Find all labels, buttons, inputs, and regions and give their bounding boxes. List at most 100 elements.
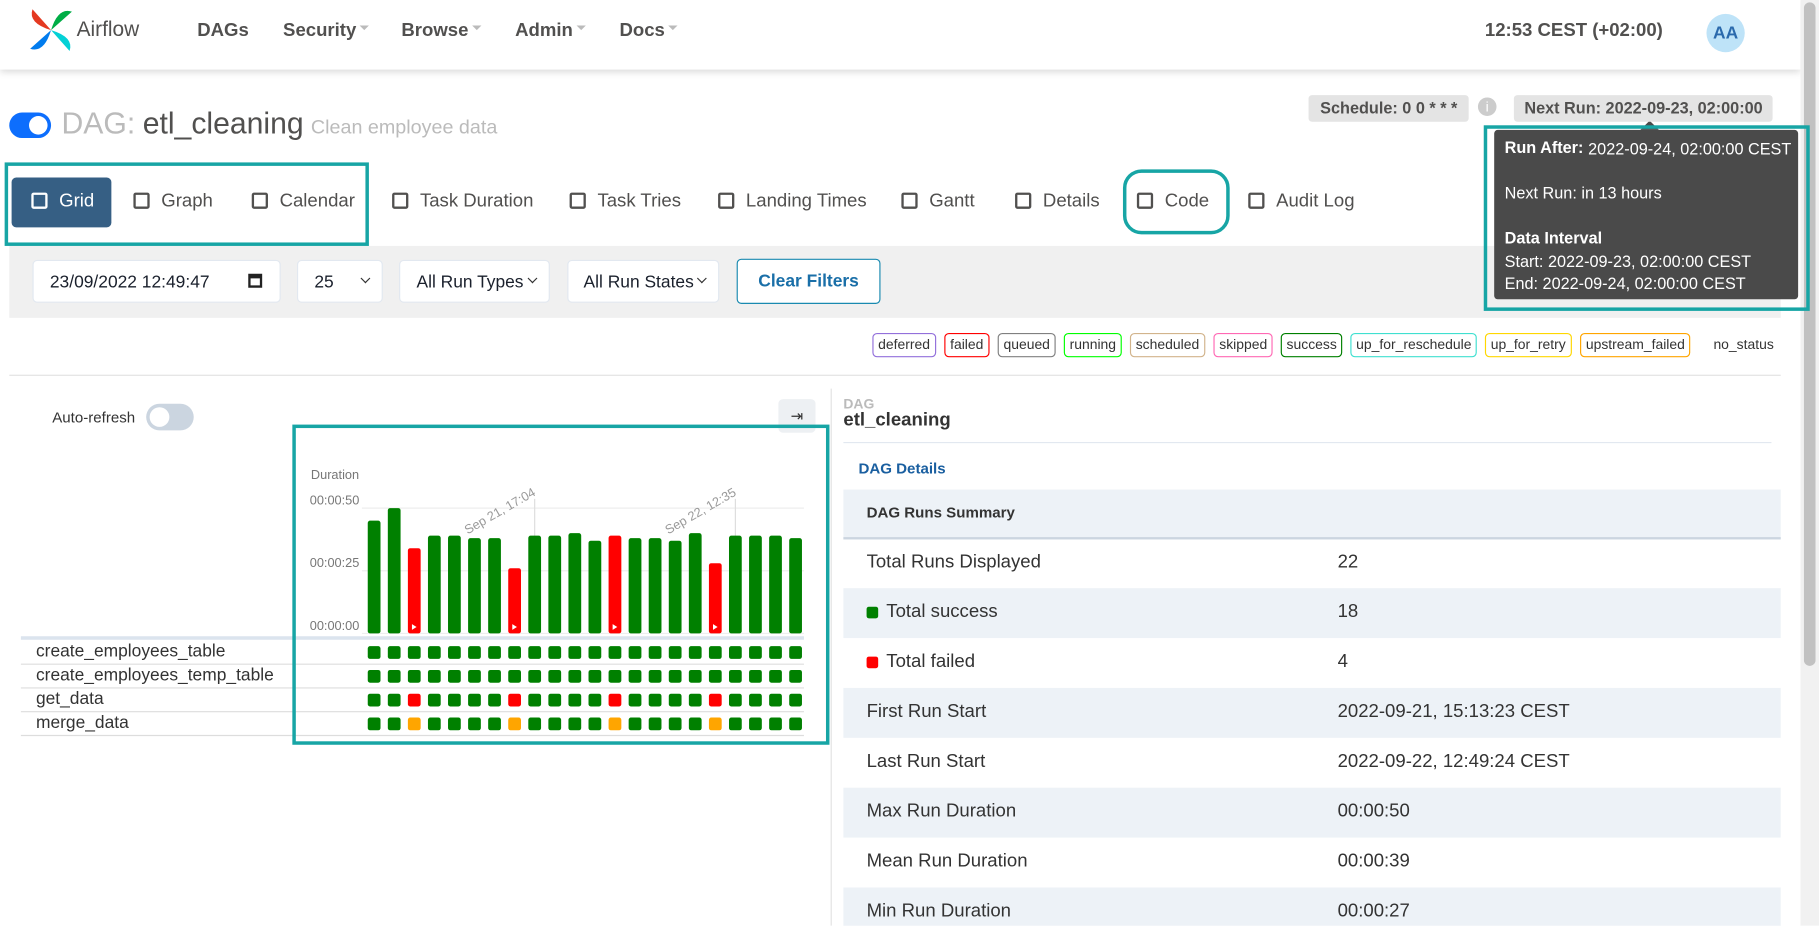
legend-badge[interactable]: up_for_retry [1484,332,1572,358]
tab[interactable]: Task Tries [597,191,681,212]
task-instance [608,693,622,707]
task-instance [548,693,562,707]
task-instance [488,646,501,659]
nav-item[interactable]: Docs [619,21,665,42]
task-instance [367,646,381,659]
task-instance [488,717,501,731]
limit-select[interactable]: 25 [296,259,383,303]
legend-badge[interactable]: failed [944,332,990,358]
row-bg [843,787,1781,838]
duration-bar [588,540,602,634]
play-icon [612,624,618,630]
duration-bar [367,520,381,634]
summary-value: 00:00:50 [1337,802,1410,822]
task-instance [387,646,401,659]
task-instance [628,693,642,707]
tab[interactable]: Task Duration [419,191,534,212]
task-instance [688,693,702,707]
task-instance [608,646,622,659]
details-section: DAG [843,395,875,412]
duration-bar [407,548,421,634]
state-square [866,606,879,619]
nav-item[interactable]: Security [283,21,357,42]
tooltip-box [1494,129,1799,300]
auto-refresh-toggle[interactable] [146,403,194,431]
task-instance [407,646,421,659]
task-instance [668,693,682,707]
tab[interactable]: Details [1042,191,1100,212]
task-instance [548,646,562,659]
details-link[interactable]: DAG Details [858,459,946,478]
task-instance [728,669,742,683]
dag-toggle[interactable] [9,112,52,139]
tooltip-label: Run After: [1504,137,1584,157]
date-input[interactable]: 23/09/2022 12:49:47 [32,259,281,303]
tab-active-bg [11,177,112,228]
task-instance [728,646,742,659]
nav-item[interactable]: Admin [515,21,573,42]
task-instance [588,646,602,659]
task-instance [468,693,481,707]
legend-badge[interactable]: skipped [1213,332,1274,358]
tab[interactable]: Landing Times [745,191,867,212]
tab-icon [569,192,586,209]
task-instance [648,693,662,707]
legend-badge[interactable]: success [1280,332,1343,358]
tab[interactable]: Gantt [929,191,975,212]
tab[interactable]: Audit Log [1276,191,1355,212]
clear-filters-button[interactable]: Clear Filters [736,258,881,304]
tab-icon [251,192,268,209]
divider [830,388,832,926]
legend-badge[interactable]: deferred [872,332,936,358]
info-icon[interactable]: i [1477,97,1497,117]
legend-badge[interactable]: no_status [1707,332,1780,358]
tooltip-title: Data Interval [1504,228,1603,247]
task-instance [708,669,722,683]
details-divider [843,441,1772,444]
duration-bar [427,535,441,634]
clock[interactable]: 12:53 CEST (+02:00) [1484,21,1663,42]
task-instance [668,717,682,731]
legend-badge[interactable]: upstream_failed [1580,332,1691,358]
divider [9,374,1781,376]
highlight [1122,169,1230,235]
task-instance [448,693,461,707]
tooltip-text: End: 2022-09-24, 02:00:00 CEST [1504,273,1746,292]
task-instance [628,717,642,731]
run-type-select[interactable]: All Run Types [399,259,550,303]
legend-badge[interactable]: queued [997,332,1056,358]
tab[interactable]: Grid [59,191,95,212]
tab-icon [1136,192,1154,209]
task-instance [648,646,662,659]
task-instance [608,717,622,731]
task-instance [528,717,542,731]
duration-bar [628,538,642,634]
nav-item[interactable]: DAGs [197,21,249,42]
highlight [292,424,830,745]
task-instance [367,717,381,731]
highlight [1483,125,1810,311]
legend-badge[interactable]: up_for_reschedule [1350,332,1478,358]
task-instance [548,669,562,683]
duration-bar [648,538,662,634]
summary-value: 2022-09-21, 15:13:23 CEST [1337,702,1570,723]
tab[interactable]: Code [1164,191,1210,212]
run-state-select[interactable]: All Run States [567,259,720,303]
summary-title: DAG Runs Summary [866,503,1015,522]
play-icon [712,624,718,630]
dag-id: etl_cleaning [142,106,304,141]
duration-bar [789,538,802,634]
task-instance [468,717,481,731]
task-instance [387,669,401,683]
legend-badge[interactable]: scheduled [1129,332,1205,358]
task-instance [427,717,441,731]
row-bg [843,687,1781,738]
tab-icon [901,192,918,209]
task-instance [508,693,521,707]
task-name: merge_data [36,712,129,732]
legend-badge[interactable]: running [1063,332,1122,358]
tab[interactable]: Calendar [279,191,355,212]
tab[interactable]: Graph [161,191,213,212]
nav-item[interactable]: Browse [401,21,469,42]
task-instance [588,669,602,683]
